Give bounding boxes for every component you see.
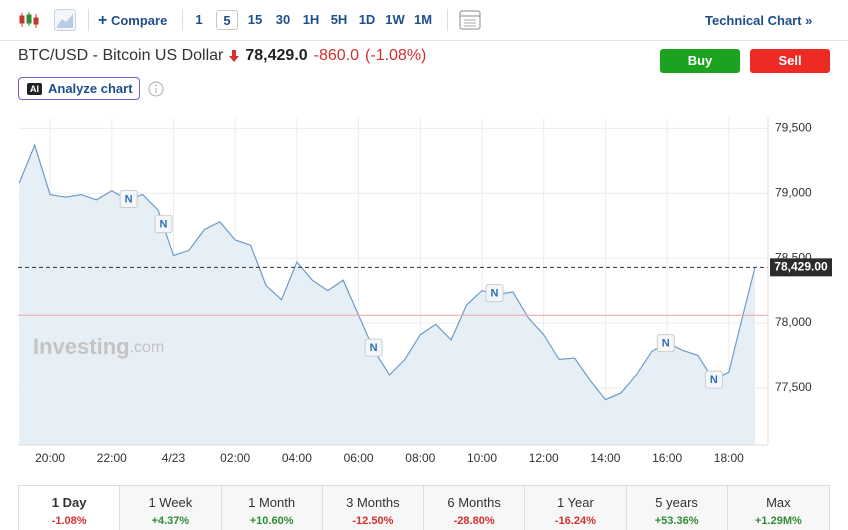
- news-label: N: [125, 193, 133, 205]
- x-tick-label: 08:00: [405, 451, 435, 465]
- analyze-button[interactable]: AI Analyze chart: [18, 77, 140, 100]
- area: [19, 145, 756, 446]
- interval-button[interactable]: 30: [275, 12, 291, 27]
- news-box: [704, 370, 723, 389]
- quote-header: BTC/USD - Bitcoin US Dollar 78,429.0 -86…: [18, 47, 426, 65]
- change: -860.0: [313, 47, 360, 64]
- interval-button[interactable]: 1: [195, 12, 203, 27]
- x-tick-label: 12:00: [529, 451, 559, 465]
- down-arrow: [229, 50, 240, 62]
- last-price-label: 78,429.00: [774, 260, 828, 274]
- period-change: -28.80%: [453, 515, 495, 527]
- compare-button[interactable]: + Compare: [98, 12, 168, 29]
- news-box: [154, 215, 173, 234]
- toolbar: + Compare Technical Chart » 1 5 15 30 1H 5H 1D…: [0, 0, 848, 41]
- x-tick-label: 4/23: [162, 451, 186, 465]
- interval-button[interactable]: 5H: [330, 12, 348, 27]
- change-percent: (-1.08%): [365, 47, 427, 64]
- watermark-brand: Investing: [33, 334, 130, 359]
- separator: [447, 9, 448, 31]
- interval-button[interactable]: 15: [247, 12, 263, 27]
- candle-icon[interactable]: [18, 10, 40, 30]
- period-label: 1 Day: [51, 495, 87, 510]
- period-label: 1 Week: [148, 495, 193, 510]
- period-change: -12.50%: [352, 515, 394, 527]
- period-cell[interactable]: 1 Day -1.08%: [19, 486, 121, 530]
- news-box: [364, 338, 383, 357]
- news-marker[interactable]: N: [154, 215, 173, 234]
- x-tick-label: 20:00: [35, 451, 65, 465]
- news-label: N: [491, 288, 499, 300]
- x-tick-label: 04:00: [282, 451, 312, 465]
- sell-button[interactable]: Sell: [750, 49, 830, 73]
- period-cell[interactable]: 5 years +53.36%: [626, 486, 728, 530]
- indicator-icon[interactable]: [459, 10, 481, 30]
- buy-button[interactable]: Buy: [660, 49, 740, 73]
- x-tick-label: 16:00: [652, 451, 682, 465]
- compare-label: Compare: [110, 13, 168, 28]
- news-box: [119, 189, 138, 208]
- news-box: [656, 334, 675, 353]
- period-cell[interactable]: Max +1.29M%: [727, 486, 829, 530]
- period-label: 1 Year: [556, 495, 594, 510]
- period-label: 5 years: [655, 495, 698, 510]
- price: 78,429.0: [245, 47, 308, 64]
- y-tick-label: 77,500: [775, 380, 812, 394]
- period-cell[interactable]: 1 Week +4.37%: [120, 486, 222, 530]
- period-label: 3 Months: [346, 495, 400, 510]
- period-change: -16.24%: [554, 515, 596, 527]
- symbol: BTC/USD - Bitcoin US Dollar: [18, 47, 224, 64]
- watermark: Investing.com: [33, 334, 164, 359]
- news-label: N: [370, 342, 378, 354]
- interval-button[interactable]: 5: [216, 10, 238, 30]
- x-tick-label: 18:00: [714, 451, 744, 465]
- x-tick-label: 06:00: [344, 451, 374, 465]
- separator: [88, 9, 89, 31]
- technical-chart-link[interactable]: Technical Chart »: [705, 13, 813, 28]
- last-price-box: [770, 258, 832, 277]
- period-table: 1 Day -1.08% 1 Week +4.37% 1 Month +10.60% 3 M…: [18, 485, 830, 530]
- news-marker[interactable]: N: [704, 370, 723, 389]
- period-change: -1.08%: [51, 515, 87, 527]
- ai-badge: AI: [27, 82, 42, 95]
- y-tick-label: 78,000: [775, 315, 812, 329]
- news-marker[interactable]: N: [364, 338, 383, 357]
- separator: [182, 9, 183, 31]
- period-cell[interactable]: 1 Year -16.24%: [525, 486, 627, 530]
- price-line: [18, 143, 756, 401]
- news-marker[interactable]: N: [119, 189, 138, 208]
- news-marker[interactable]: N: [656, 334, 675, 353]
- watermark-domain: .com: [130, 339, 165, 356]
- period-change: +1.29M%: [754, 515, 802, 527]
- interval-button[interactable]: 1D: [358, 12, 376, 27]
- period-change: +4.37%: [151, 515, 190, 527]
- x-tick-label: 22:00: [97, 451, 127, 465]
- news-label: N: [160, 219, 168, 231]
- period-cell[interactable]: 3 Months -12.50%: [322, 486, 424, 530]
- period-label: Max: [766, 495, 791, 510]
- x-tick-label: 10:00: [467, 451, 497, 465]
- news-label: N: [710, 374, 718, 386]
- news-box: [485, 284, 504, 303]
- interval-button[interactable]: 1W: [385, 12, 405, 27]
- info-icon[interactable]: [148, 81, 164, 97]
- interval-button[interactable]: 1M: [413, 12, 433, 27]
- x-tick-label: 14:00: [590, 451, 620, 465]
- period-label: 1 Month: [248, 495, 296, 510]
- period-change: +53.36%: [654, 515, 699, 527]
- period-cell[interactable]: 1 Month +10.60%: [221, 486, 323, 530]
- analyze-label: Analyze chart: [48, 81, 133, 96]
- y-tick-label: 79,500: [775, 121, 812, 135]
- area-icon[interactable]: [54, 9, 76, 31]
- period-change: +10.60%: [249, 515, 294, 527]
- x-tick-label: 02:00: [220, 451, 250, 465]
- news-marker[interactable]: N: [485, 284, 504, 303]
- period-cell[interactable]: 6 Months -28.80%: [424, 486, 526, 530]
- y-tick-label: 79,000: [775, 185, 812, 199]
- news-label: N: [662, 337, 670, 349]
- interval-button[interactable]: 1H: [302, 12, 320, 27]
- period-label: 6 Months: [447, 495, 501, 510]
